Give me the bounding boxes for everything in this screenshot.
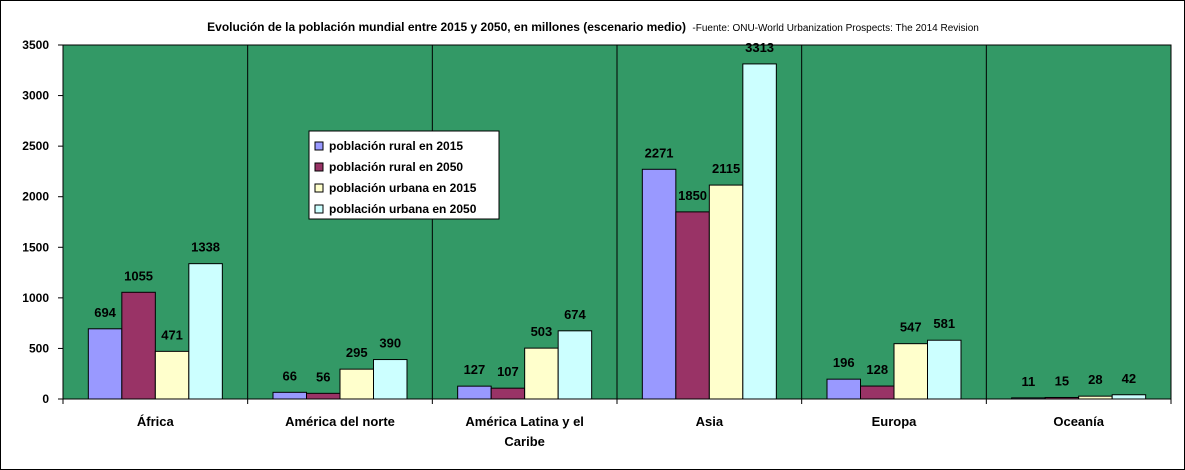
bar <box>272 391 307 400</box>
x-tick-label: Asia <box>696 414 724 429</box>
bar <box>860 385 895 400</box>
y-tick-label: 0 <box>42 392 49 406</box>
bar <box>557 330 593 400</box>
data-label: 196 <box>833 355 855 370</box>
bar <box>1111 394 1147 400</box>
data-label: 56 <box>316 369 330 384</box>
data-label: 503 <box>531 324 553 339</box>
data-label: 471 <box>161 327 183 342</box>
x-tick-label: Oceanía <box>1053 414 1104 429</box>
data-label: 694 <box>94 305 116 320</box>
legend-swatch <box>314 183 324 193</box>
legend-label: población rural en 2050 <box>329 160 463 174</box>
bar <box>188 263 223 400</box>
bar <box>373 359 408 400</box>
x-tick-label: Europa <box>872 414 918 429</box>
x-tick-label: África <box>137 414 175 429</box>
data-label: 547 <box>900 320 922 335</box>
data-label: 1338 <box>191 240 220 255</box>
legend-swatch <box>314 162 324 172</box>
x-tick-label: América del norte <box>285 414 395 429</box>
legend: población rural en 2015 población rural e… <box>308 130 500 220</box>
x-axis: África América del norte América Latina y … <box>62 398 1172 449</box>
chart-subtitle: -Fuente: ONU-World Urbanization Prospect… <box>692 23 978 34</box>
bar <box>339 368 374 400</box>
y-axis: 0 500 1000 1500 2000 2500 3000 3500 <box>22 38 64 406</box>
data-label: 2115 <box>712 161 740 176</box>
bar <box>87 328 123 400</box>
bar <box>927 339 962 400</box>
bar <box>154 350 190 400</box>
legend-label: población rural en 2015 <box>329 139 463 153</box>
data-label: 66 <box>283 368 297 383</box>
bar <box>893 343 928 400</box>
data-label: 674 <box>564 307 586 322</box>
y-tick-label: 3000 <box>22 89 49 103</box>
x-tick-label: América Latina y el Caribe <box>465 414 584 449</box>
bar <box>490 387 526 400</box>
data-label: 15 <box>1055 373 1069 388</box>
legend-label: población urbana en 2050 <box>329 202 477 216</box>
data-label: 128 <box>866 362 888 377</box>
legend-swatch <box>314 204 324 214</box>
y-tick-label: 3500 <box>22 38 49 52</box>
data-label: 107 <box>497 364 519 379</box>
data-label: 28 <box>1088 372 1102 387</box>
bar <box>641 168 677 400</box>
chart-title: Evolución de la población mundial entre … <box>207 18 979 35</box>
legend-box <box>308 130 500 220</box>
data-label: 295 <box>346 345 368 360</box>
bar <box>457 385 492 400</box>
y-tick-label: 2000 <box>22 190 49 204</box>
bar <box>675 211 710 400</box>
bar <box>306 392 341 400</box>
bars <box>87 63 1147 400</box>
data-label: 11 <box>1022 374 1036 389</box>
data-label: 1055 <box>124 268 153 283</box>
data-label: 390 <box>379 336 401 351</box>
data-label: 581 <box>933 316 955 331</box>
data-labels: 694 1055 471 1338 66 56 295 390 127 107 503 674 2271… <box>94 40 1136 389</box>
data-label: 3313 <box>745 40 774 55</box>
data-label: 127 <box>464 362 486 377</box>
y-tick-label: 2500 <box>22 139 49 153</box>
y-tick-label: 1000 <box>22 291 49 305</box>
legend-swatch <box>314 141 324 151</box>
y-tick-label: 500 <box>29 341 49 355</box>
bar <box>742 63 777 400</box>
data-label: 1850 <box>678 188 707 203</box>
bar <box>708 184 744 400</box>
legend-label: población urbana en 2015 <box>329 181 477 195</box>
y-tick-label: 1500 <box>22 240 49 254</box>
bar <box>121 291 156 400</box>
data-label: 2271 <box>645 145 674 160</box>
bar <box>826 378 861 400</box>
category-separators <box>247 45 987 399</box>
data-label: 42 <box>1122 371 1136 386</box>
bar <box>524 347 559 400</box>
chart-title-main: Evolución de la población mundial entre … <box>207 20 686 34</box>
